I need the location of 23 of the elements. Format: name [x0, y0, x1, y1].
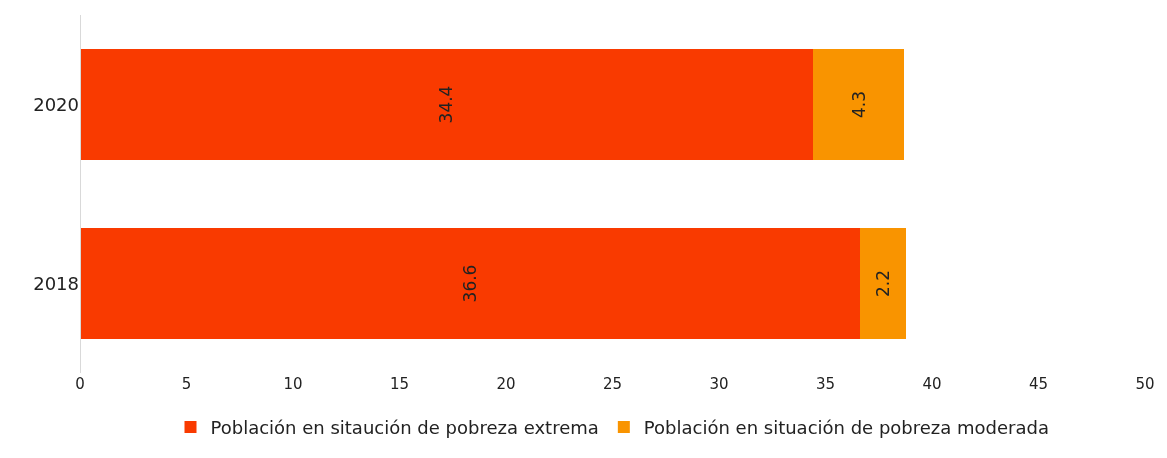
x-tick-label: 35: [815, 375, 836, 393]
x-tick-label: 45: [1028, 375, 1049, 393]
x-tick-label: 20: [496, 375, 516, 393]
x-tick-label: 50: [1135, 375, 1155, 393]
legend-label: Población en sitaución de pobreza extrema: [210, 417, 599, 439]
data-label: 34.4: [436, 85, 457, 124]
x-tick-label: 10: [283, 375, 303, 393]
bar: [80, 228, 860, 339]
bar: [80, 49, 813, 160]
x-tick-label: 5: [181, 375, 192, 393]
x-tick-label: 25: [602, 375, 623, 393]
data-label: 36.6: [459, 264, 480, 303]
data-label: 4.3: [848, 90, 869, 119]
x-tick-label: 0: [75, 375, 85, 393]
legend-label: Población en situación de pobreza moderada: [643, 417, 1049, 439]
x-tick-label: 40: [922, 375, 942, 393]
bar: [812, 49, 905, 160]
x-tick-label: 30: [709, 375, 729, 393]
y-tick-label: 2020: [33, 93, 79, 115]
x-tick-label: 15: [389, 375, 410, 393]
bar: [859, 228, 907, 339]
y-tick-label: 2018: [33, 272, 79, 294]
data-label: 2.2: [873, 269, 894, 298]
